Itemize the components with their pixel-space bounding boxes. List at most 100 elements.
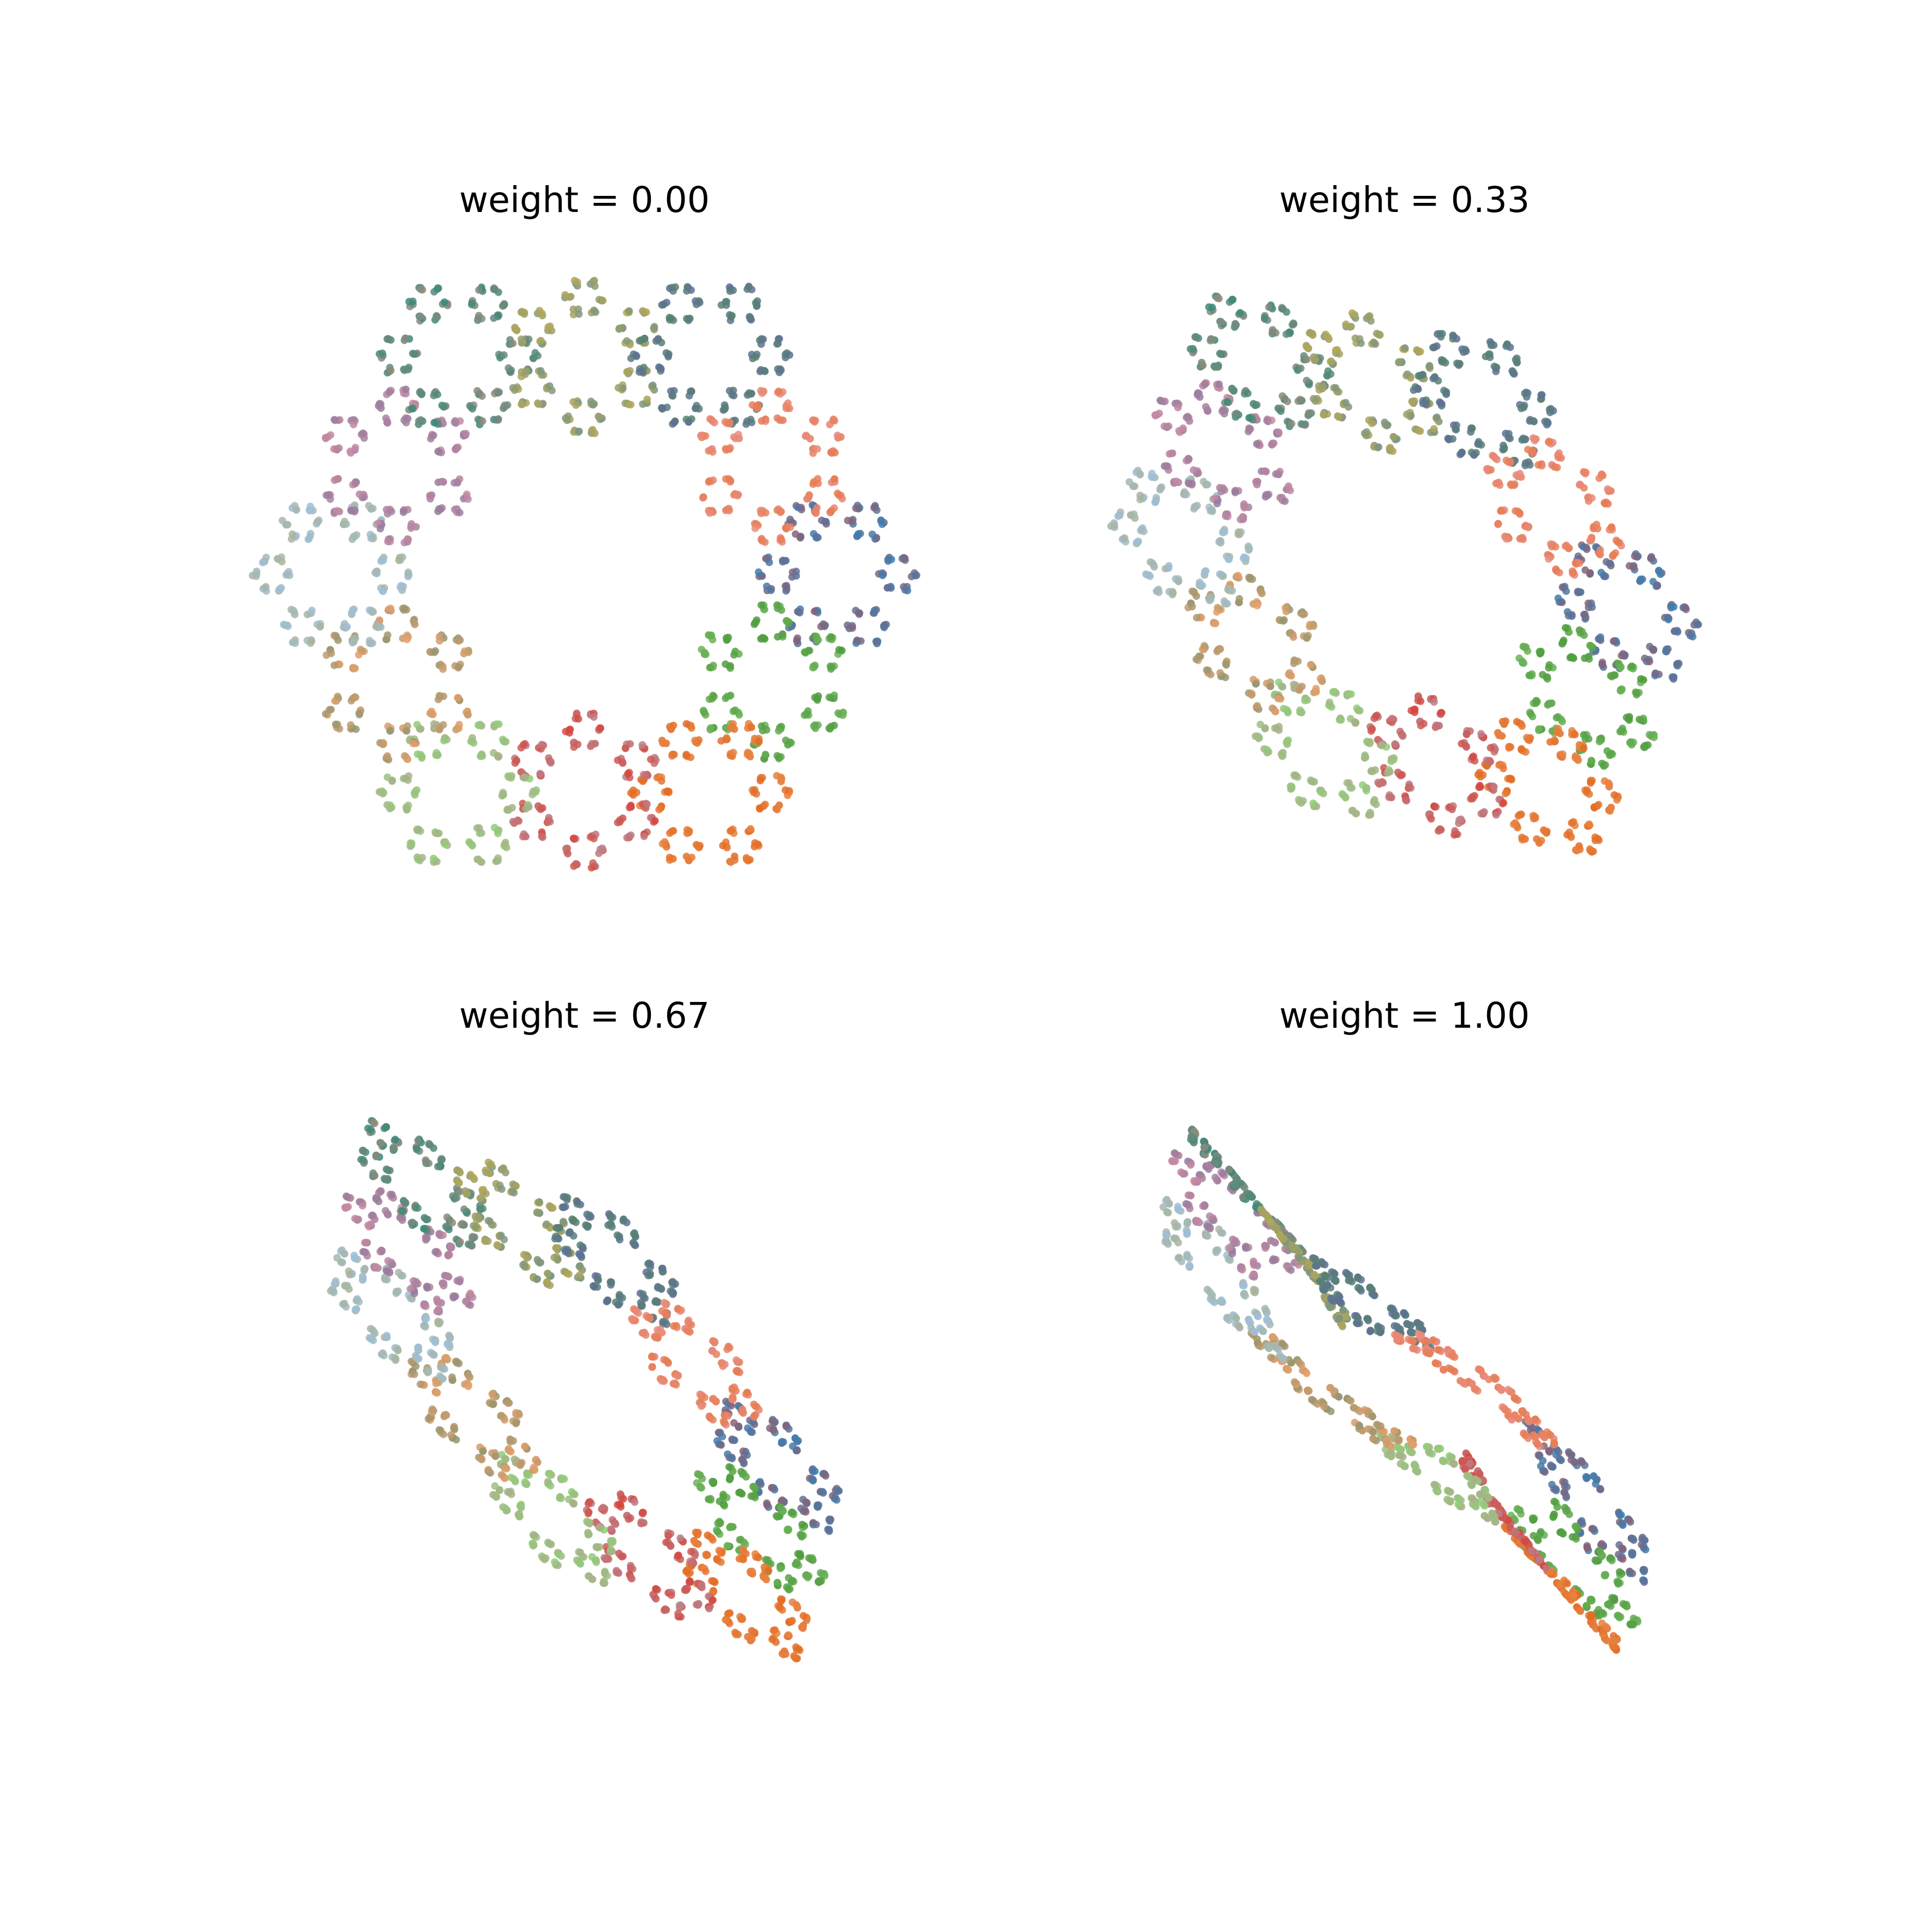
scatter-point — [603, 1297, 611, 1305]
scatter-point — [691, 404, 699, 412]
scatter-point — [431, 1248, 440, 1256]
scatter-point — [747, 316, 755, 324]
scatter-point — [531, 349, 539, 357]
scatter-point — [475, 286, 483, 294]
scatter-point — [544, 323, 552, 331]
scatter-point — [1368, 419, 1376, 427]
scatter-point — [1199, 361, 1207, 369]
scatter-point — [1583, 786, 1591, 794]
scatter-point — [715, 1547, 723, 1555]
scatter-point — [292, 506, 301, 514]
scatter-point — [556, 1494, 564, 1502]
scatter-point — [343, 1193, 351, 1201]
scatter-point — [623, 834, 631, 842]
scatter-point — [627, 801, 635, 809]
scatter-point — [595, 413, 603, 421]
scatter-point — [399, 508, 407, 516]
scatter-point — [416, 387, 424, 396]
scatter-point — [778, 606, 786, 614]
scatter-point — [418, 854, 426, 862]
scatter-point — [773, 1578, 781, 1586]
scatter-point — [1432, 721, 1440, 729]
scatter-point — [657, 777, 665, 785]
scatter-point — [435, 1426, 443, 1434]
scatter-point — [1309, 622, 1318, 630]
scatter-point — [888, 555, 895, 564]
scatter-point — [713, 1555, 721, 1563]
scatter-point — [758, 389, 766, 397]
scatter-point — [544, 1270, 552, 1278]
scatter-point — [541, 1554, 550, 1562]
scatter-point — [552, 1244, 560, 1252]
scatter-point — [1385, 793, 1393, 801]
scatter-point — [566, 729, 573, 737]
scatter-point — [398, 1216, 406, 1224]
scatter-point — [642, 772, 650, 780]
scatter-point — [655, 806, 663, 814]
scatter-point — [435, 1230, 443, 1238]
scatter-point — [1588, 603, 1596, 611]
scatter-point — [531, 788, 539, 796]
scatter-point — [778, 1438, 786, 1446]
scatter-point — [381, 1176, 389, 1184]
scatter-point — [453, 1166, 461, 1174]
scatter-point — [1222, 660, 1230, 668]
scatter-point — [501, 1504, 509, 1512]
scatter-point — [443, 1213, 451, 1221]
scatter-point — [262, 583, 270, 591]
scatter-point — [341, 1282, 349, 1290]
scatter-point — [308, 606, 316, 614]
scatter-point — [1220, 528, 1228, 536]
scatter-point — [429, 1351, 437, 1359]
scatter-point — [719, 841, 727, 850]
scatter-point — [1157, 397, 1165, 405]
scatter-point — [466, 839, 474, 847]
scatter-point — [879, 572, 887, 580]
scatter-point — [1121, 534, 1129, 542]
scatter-point — [1671, 627, 1679, 635]
scatter-point — [770, 1626, 778, 1634]
scatter-point — [1619, 650, 1627, 658]
scatter-point — [801, 648, 809, 656]
scatter-point — [742, 1473, 750, 1481]
scatter-point — [1547, 699, 1555, 707]
scatter-point — [1538, 391, 1546, 399]
scatter-point — [550, 1254, 558, 1262]
scatter-point — [421, 1323, 429, 1331]
scatter-point — [1129, 482, 1137, 491]
scatter-point — [430, 720, 438, 728]
scatter-point — [761, 1574, 769, 1581]
scatter-point — [759, 335, 767, 343]
scatter-point — [723, 1542, 731, 1550]
scatter-point — [1281, 497, 1289, 505]
scatter-point — [1607, 672, 1615, 680]
scatter-point — [1573, 753, 1581, 762]
scatter-point — [1175, 577, 1182, 585]
scatter-point — [313, 518, 321, 526]
scatter-point — [485, 1158, 493, 1166]
scatter-point — [682, 751, 690, 758]
scatter-point — [779, 557, 787, 565]
scatter-point — [1467, 428, 1475, 436]
scatter-point — [1221, 674, 1230, 682]
scatter-point — [485, 1466, 493, 1474]
scatter-point — [1417, 697, 1425, 705]
scatter-point — [517, 368, 525, 376]
scatter-point — [825, 1527, 833, 1535]
scatter-point — [722, 298, 730, 306]
scatter-point — [404, 776, 412, 784]
scatter-point — [494, 752, 502, 760]
scatter-point — [631, 1241, 639, 1249]
scatter-point — [1389, 756, 1397, 764]
scatter-point — [630, 786, 637, 794]
scatter-point — [626, 740, 634, 748]
scatter-point — [757, 366, 765, 374]
scatter-point — [647, 755, 655, 763]
scatter-point — [386, 801, 394, 809]
scatter-point — [308, 637, 316, 645]
scatter-point — [1252, 680, 1260, 688]
scatter-point — [1574, 588, 1582, 596]
scatter-point — [724, 1610, 732, 1618]
scatter-point — [441, 1365, 449, 1373]
scatter-point — [330, 661, 338, 669]
